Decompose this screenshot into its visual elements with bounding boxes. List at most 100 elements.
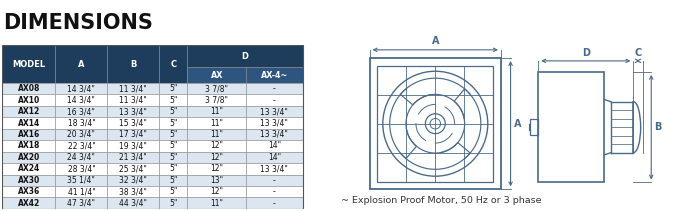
Text: C: C — [634, 48, 642, 58]
Text: -: - — [273, 199, 275, 208]
Text: 13 3/4": 13 3/4" — [261, 119, 288, 127]
Text: AX30: AX30 — [18, 176, 40, 185]
Bar — [246, 106, 302, 117]
Text: 44 3/4": 44 3/4" — [119, 199, 147, 208]
Bar — [55, 140, 107, 152]
Text: B: B — [654, 122, 661, 132]
Bar — [246, 95, 302, 106]
Text: 14": 14" — [268, 141, 281, 150]
Text: 38 3/4": 38 3/4" — [119, 187, 147, 196]
Text: B: B — [130, 60, 136, 69]
Bar — [159, 83, 188, 95]
Bar — [188, 117, 246, 129]
Bar — [188, 95, 246, 106]
Text: AX20: AX20 — [18, 153, 40, 162]
Text: AX42: AX42 — [18, 199, 40, 208]
Bar — [188, 129, 246, 140]
Bar — [377, 66, 493, 182]
Text: AX08: AX08 — [18, 84, 40, 93]
Text: 16 3/4": 16 3/4" — [68, 107, 95, 116]
Text: 3 7/8": 3 7/8" — [205, 84, 228, 93]
Bar — [159, 197, 188, 209]
Bar — [246, 186, 302, 197]
Text: 14": 14" — [268, 153, 281, 162]
Text: 19 3/4": 19 3/4" — [119, 141, 147, 150]
Text: D: D — [582, 48, 590, 58]
Bar — [159, 174, 188, 186]
Bar — [107, 197, 159, 209]
Bar — [2, 117, 55, 129]
Bar — [159, 45, 188, 83]
Bar — [188, 83, 246, 95]
Bar — [107, 95, 159, 106]
Bar — [107, 174, 159, 186]
Text: 17 3/4": 17 3/4" — [119, 130, 147, 139]
Bar — [188, 106, 246, 117]
Bar — [107, 117, 159, 129]
Text: MODEL: MODEL — [12, 60, 45, 69]
Bar — [2, 163, 55, 174]
Bar — [107, 106, 159, 117]
Bar — [2, 129, 55, 140]
Bar — [246, 197, 302, 209]
Text: 5": 5" — [169, 96, 178, 105]
Text: C: C — [170, 60, 176, 69]
Text: 13 3/4": 13 3/4" — [261, 107, 288, 116]
Text: 12": 12" — [210, 164, 223, 173]
Text: AX12: AX12 — [18, 107, 40, 116]
Bar — [2, 174, 55, 186]
Text: AX24: AX24 — [18, 164, 40, 173]
Bar — [2, 95, 55, 106]
Bar — [2, 186, 55, 197]
Text: 5": 5" — [169, 153, 178, 162]
Bar — [539, 72, 604, 183]
Text: 14 3/4": 14 3/4" — [68, 96, 95, 105]
Text: -: - — [273, 96, 275, 105]
Bar — [246, 83, 302, 95]
Bar — [107, 45, 159, 83]
Text: 13 3/4": 13 3/4" — [261, 130, 288, 139]
Text: 11 3/4": 11 3/4" — [119, 96, 147, 105]
Bar — [188, 152, 246, 163]
Text: AX: AX — [211, 71, 223, 80]
Bar — [159, 95, 188, 106]
Text: 5": 5" — [169, 130, 178, 139]
Text: 24 3/4": 24 3/4" — [68, 153, 95, 162]
Text: 12": 12" — [210, 141, 223, 150]
Text: 11": 11" — [210, 199, 223, 208]
Text: AX14: AX14 — [18, 119, 40, 127]
Text: 32 3/4": 32 3/4" — [119, 176, 147, 185]
Bar — [55, 152, 107, 163]
Bar — [188, 140, 246, 152]
Bar — [55, 117, 107, 129]
Text: 35 1/4": 35 1/4" — [68, 176, 95, 185]
Text: 13 3/4": 13 3/4" — [261, 164, 288, 173]
Text: 11": 11" — [210, 119, 223, 127]
Text: 11": 11" — [210, 130, 223, 139]
Bar — [107, 129, 159, 140]
Bar — [188, 186, 246, 197]
Bar — [159, 129, 188, 140]
Text: A: A — [78, 60, 84, 69]
Text: -: - — [273, 84, 275, 93]
Bar — [188, 163, 246, 174]
Bar — [246, 152, 302, 163]
Text: 5": 5" — [169, 119, 178, 127]
Bar — [55, 95, 107, 106]
Text: 5": 5" — [169, 199, 178, 208]
Bar — [2, 197, 55, 209]
Bar — [159, 186, 188, 197]
Text: 5": 5" — [169, 141, 178, 150]
Bar — [107, 140, 159, 152]
Text: A: A — [431, 36, 439, 46]
Bar — [159, 152, 188, 163]
Bar — [2, 83, 55, 95]
Text: 5": 5" — [169, 164, 178, 173]
Text: -: - — [273, 176, 275, 185]
Text: D: D — [242, 52, 248, 61]
Bar — [55, 197, 107, 209]
Bar — [55, 83, 107, 95]
Text: 25 3/4": 25 3/4" — [119, 164, 147, 173]
Text: 11 3/4": 11 3/4" — [119, 84, 147, 93]
Text: 21 3/4": 21 3/4" — [119, 153, 147, 162]
